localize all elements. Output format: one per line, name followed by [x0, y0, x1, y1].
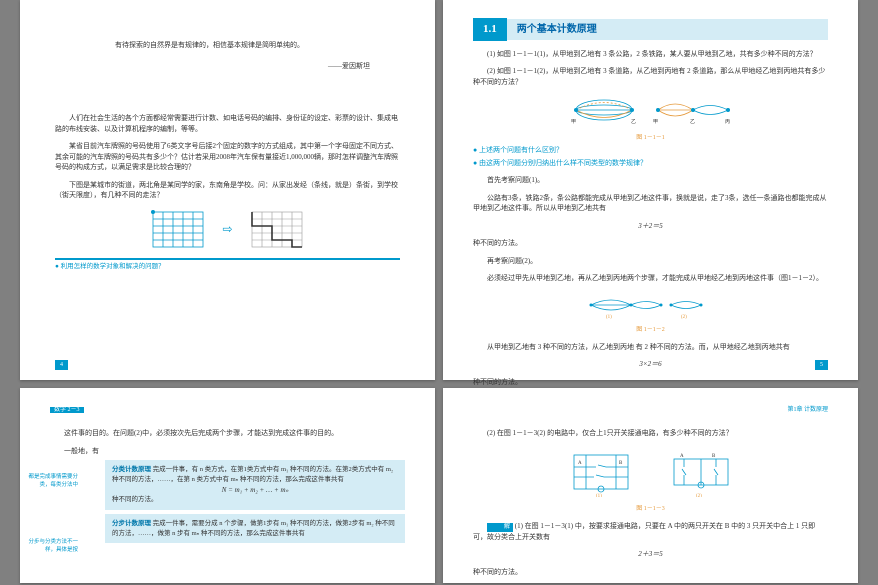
bullet-question: ● 由这两个问题分别归纳出什么样不同类型的数学规律？	[473, 158, 828, 169]
page-number: 5	[815, 360, 828, 370]
svg-text:A: A	[680, 454, 684, 459]
circuit-diagram-2: A B (2)	[666, 447, 736, 497]
pdf-viewport: 有待探索的自然界是有规律的，相信基本规律是简明单纯的。 ——爱因斯坦 人们在社会…	[0, 0, 878, 583]
running-header: 第1章 计数原理	[473, 406, 828, 415]
svg-text:甲: 甲	[653, 119, 658, 125]
svg-text:丙: 丙	[725, 119, 730, 125]
body-para: 一般地，有	[50, 446, 405, 457]
question-text: (1) 如图 1－1－1(1)，从甲地到乙地有 3 条公路，2 条铁路，某人要从…	[473, 49, 828, 60]
principle-text: 完成一件事，需要分成 n 个步骤，做第1步有 m₁ 种不同的方法，做第2步有 m…	[112, 520, 395, 537]
figure-caption: 图 1－1－2	[473, 326, 828, 335]
svg-text:B: B	[619, 461, 623, 466]
grid-figure-left	[148, 207, 208, 252]
quote-author: ——爱因斯坦	[55, 61, 370, 72]
grid-figure-row: ⇨	[55, 207, 400, 252]
prompt-text: 利用怎样的数学对象和解决的问题？	[61, 263, 165, 270]
svg-text:(2): (2)	[696, 494, 702, 497]
route-diagram-1: 甲乙	[569, 93, 639, 128]
svg-text:B: B	[712, 454, 716, 459]
bullet-question: ● 上述两个问题有什么区别？	[473, 145, 828, 156]
solution-text: 解 (1) 在图 1－1－3(1) 中，按要求接通电路，只要在 A 中的两只开关…	[473, 521, 828, 543]
formula: 3×2＝6	[473, 359, 828, 370]
section-header: 1.1 两个基本计数原理	[473, 18, 828, 41]
margin-note: 分步与分类方法不一样，具体是按	[28, 538, 78, 555]
arrow-icon: ⇨	[222, 220, 232, 238]
body-para: 再考察问题(2)。	[473, 256, 828, 267]
quote-text: 有待探索的自然界是有规律的，相信基本规律是简明单纯的。	[115, 40, 400, 51]
svg-text:(1): (1)	[596, 494, 602, 497]
body-para: 种不同的方法。	[473, 377, 828, 388]
body-para: 首先考察问题(1)。	[473, 175, 828, 186]
question-text: (2) 如图 1－1－1(2)，从甲地到乙地有 3 条道路，从乙地到丙地有 2 …	[473, 66, 828, 87]
body-para: 从甲地到乙地有 3 种不同的方法，从乙地到丙地 有 2 种不同的方法。而，从甲地…	[473, 342, 828, 353]
pdf-page-2: 1.1 两个基本计数原理 (1) 如图 1－1－1(1)，从甲地到乙地有 3 条…	[443, 0, 858, 380]
solution-body: (1) 在图 1－1－3(1) 中，按要求接通电路，只要在 A 中的两只开关在 …	[473, 522, 815, 541]
figure-row-2: (1) (2)	[473, 290, 828, 320]
tree-diagram: (1) (2)	[581, 290, 721, 320]
pdf-page-4: 第1章 计数原理 (2) 在图 1－1－3(2) 的电路中，仅合上1只开关接通电…	[443, 388, 858, 583]
body-para: 下图是某城市的街道，两北角是某同学的家，东南角是学校。问：从家出发经（条线，就是…	[55, 180, 400, 201]
svg-text:A: A	[578, 461, 582, 466]
pdf-page-3: 数学 2－3 这件事的目的。在问题(2)中，必须按次先后完成两个步骤，才能达到完…	[20, 388, 435, 583]
formula: 2＋3＝5	[473, 549, 828, 560]
principle-box-2: 分步计数原理 完成一件事，需要分成 n 个步骤，做第1步有 m₁ 种不同的方法，…	[105, 514, 405, 544]
body-para: 这件事的目的。在问题(2)中，必须按次先后完成两个步骤，才能达到完成这件事的目的…	[50, 428, 405, 439]
principle-title: 分类计数原理	[112, 466, 151, 473]
prompt-line: ● 利用怎样的数学对象和解决的问题？	[55, 258, 400, 272]
svg-text:乙: 乙	[631, 118, 636, 125]
body-para: 人们在社会生活的各个方面都经常需要进行计数、如电话号码的编排、身份证的设定、彩票…	[55, 113, 400, 134]
principle-formula: N = m₁ + m₂ + … + mₙ	[112, 485, 398, 496]
question-text: (2) 在图 1－1－3(2) 的电路中，仅合上1只开关接通电路，有多少种不同的…	[473, 428, 828, 439]
body-para: 种不同的方法。	[473, 567, 828, 578]
circuit-diagram-1: A B (1)	[566, 447, 636, 497]
principle-tail: 种不同的方法。	[112, 496, 158, 503]
body-para: 必须经过甲先从甲地到乙地，再从乙地到丙地两个步骤，才能完成从甲地经乙地到丙地这件…	[473, 273, 828, 284]
route-diagram-2: 甲乙丙	[653, 93, 733, 128]
body-para: 公路有3条，铁路2条，条公路都能完成从甲地到乙地这件事，换就是说，走了3条，选任…	[473, 193, 828, 214]
svg-text:甲: 甲	[571, 119, 576, 125]
principle-title: 分步计数原理	[112, 520, 151, 527]
figure-caption: 图 1－1－1	[473, 134, 828, 143]
grid-figure-right	[247, 207, 307, 252]
formula: 3＋2＝5	[473, 221, 828, 232]
figure-caption: 图 1－1－3	[473, 505, 828, 514]
running-header: 数学 2－3	[50, 406, 405, 415]
principle-box-1: 分类计数原理 完成一件事，有 n 类方式，在第1类方式中有 m₁ 种不同的方法。…	[105, 460, 405, 510]
body-para: 某省目前汽车牌照的号码使用了6类文字号后接2个固定的数字的方式组成，其中第一个字…	[55, 141, 400, 173]
section-title: 两个基本计数原理	[507, 19, 828, 40]
circuit-figure-row: A B (1) A B (2)	[473, 447, 828, 497]
margin-note: 都是完成事情需要分类，每类分法中	[28, 473, 78, 490]
page-number: 4	[55, 360, 68, 370]
svg-text:(1): (1)	[606, 315, 612, 320]
header-badge: 数学 2－3	[50, 407, 84, 413]
body-para: 种不同的方法。	[473, 238, 828, 249]
solution-tag: 解	[487, 523, 513, 532]
figure-row: 甲乙 甲乙丙	[473, 93, 828, 128]
pdf-page-1: 有待探索的自然界是有规律的，相信基本规律是简明单纯的。 ——爱因斯坦 人们在社会…	[20, 0, 435, 380]
svg-text:(2): (2)	[681, 315, 687, 320]
section-number: 1.1	[473, 18, 507, 41]
principle-text: 完成一件事，有 n 类方式，在第1类方式中有 m₁ 种不同的方法。在第2类方式中…	[112, 466, 393, 483]
svg-text:乙: 乙	[690, 118, 695, 125]
